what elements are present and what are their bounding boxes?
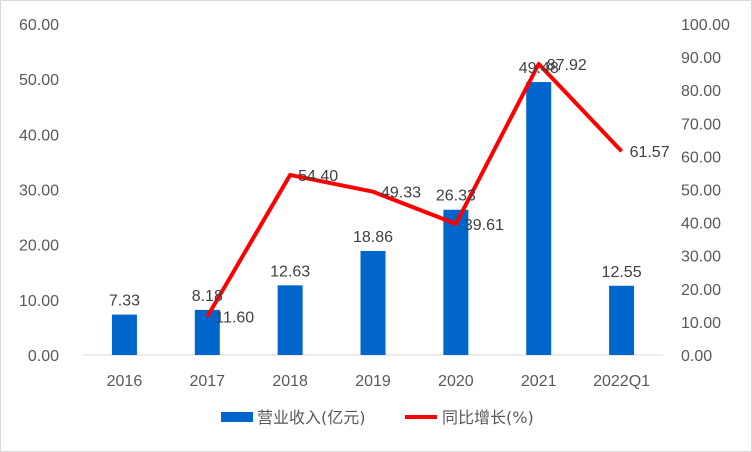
bar-data-label: 49.48	[519, 60, 559, 77]
left-axis-tick: 10.00	[19, 293, 59, 310]
left-axis-tick: 30.00	[19, 183, 59, 200]
bar	[111, 314, 137, 355]
line-series	[205, 61, 624, 318]
line-data-labels: 11.60 54.40 49.33 39.61 87.92 61.57	[215, 57, 669, 327]
right-axis-tick: 90.00	[681, 50, 721, 67]
line-data-label: 39.61	[464, 217, 504, 234]
right-axis-tick: 20.00	[681, 282, 721, 299]
line-data-label: 61.57	[630, 144, 670, 161]
growth-line	[205, 61, 624, 318]
right-axis-tick: 50.00	[681, 183, 721, 200]
right-axis-tick: 60.00	[681, 149, 721, 166]
bar-series	[111, 82, 635, 355]
bar-data-label: 7.33	[109, 293, 140, 310]
bar	[277, 285, 303, 355]
left-axis-tick: 60.00	[19, 17, 59, 34]
x-axis-tick: 2016	[107, 373, 143, 390]
legend: 营业收入(亿元) 同比增长(%)	[221, 408, 534, 427]
bar-data-label: 18.86	[353, 229, 393, 246]
right-axis-tick: 80.00	[681, 83, 721, 100]
right-axis-tick: 100.00	[681, 17, 730, 34]
left-axis-tick: 20.00	[19, 238, 59, 255]
legend-label-revenue: 营业收入(亿元)	[257, 408, 366, 427]
legend-swatch-revenue	[221, 412, 253, 422]
bar	[526, 82, 552, 355]
line-data-label: 49.33	[381, 185, 421, 202]
left-axis-tick: 50.00	[19, 72, 59, 89]
right-axis-tick: 40.00	[681, 216, 721, 233]
bar-data-label: 12.63	[270, 263, 310, 280]
legend-label-growth: 同比增长(%)	[442, 408, 534, 427]
left-axis-tick: 0.00	[28, 348, 59, 365]
right-axis-tick: 0.00	[681, 348, 712, 365]
x-axis-ticks: 2016 2017 2018 2019 2020 2021 2022Q1	[107, 373, 651, 390]
left-axis-tick: 40.00	[19, 127, 59, 144]
line-data-label: 54.40	[298, 168, 338, 185]
x-axis-tick: 2017	[189, 373, 225, 390]
bar-data-label: 8.18	[192, 288, 223, 305]
right-y-axis: 0.00 10.00 20.00 30.00 40.00 50.00 60.00 70.00 8…	[681, 17, 730, 365]
bar	[360, 250, 386, 355]
x-axis-tick: 2019	[355, 373, 391, 390]
right-axis-tick: 30.00	[681, 249, 721, 266]
line-data-label: 11.60	[215, 310, 254, 327]
x-axis-tick: 2022Q1	[593, 373, 650, 390]
x-axis-tick: 2018	[272, 373, 308, 390]
bar	[609, 285, 635, 355]
bar-data-label: 12.55	[602, 264, 642, 281]
bar	[194, 309, 220, 355]
right-axis-tick: 10.00	[681, 315, 721, 332]
line-data-label: 87.92	[547, 57, 587, 74]
x-axis-tick: 2021	[521, 373, 557, 390]
bar	[443, 209, 469, 355]
right-axis-tick: 70.00	[681, 116, 721, 133]
bar-data-label: 26.33	[436, 188, 476, 205]
left-y-axis: 0.00 10.00 20.00 30.00 40.00 50.00 60.00	[19, 17, 59, 365]
x-axis-tick: 2020	[438, 373, 474, 390]
bar-data-labels: 7.33 8.18 12.63 18.86 26.33 49.48 12.55	[109, 60, 642, 310]
